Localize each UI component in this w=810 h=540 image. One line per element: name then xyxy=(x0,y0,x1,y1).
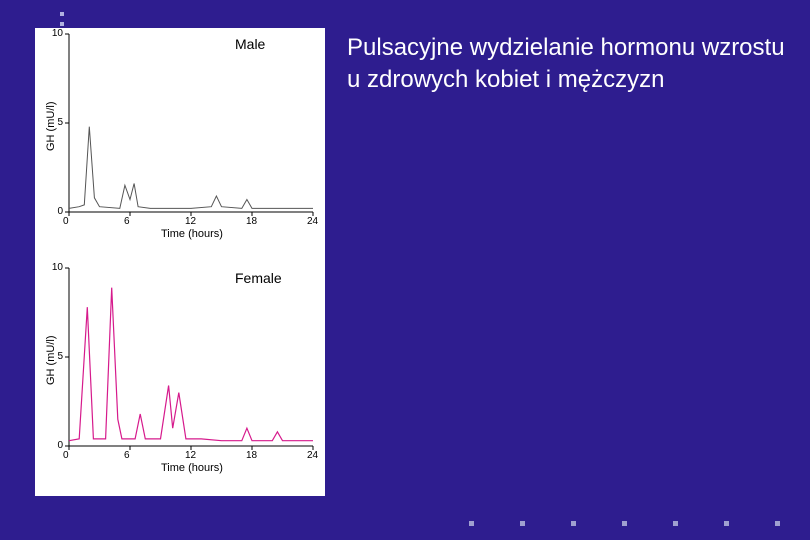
series-line xyxy=(69,288,313,441)
chart-panel-female: 051006121824FemaleGH (mU/l)Time (hours) xyxy=(35,262,325,496)
bullet-dot xyxy=(60,12,64,16)
bullet-square xyxy=(520,521,525,526)
y-axis-label: GH (mU/l) xyxy=(45,102,57,152)
bullet-square xyxy=(622,521,627,526)
bullet-square xyxy=(775,521,780,526)
decor-bullets-bottom xyxy=(469,521,780,526)
chart-panel-male: 051006121824MaleGH (mU/l)Time (hours) xyxy=(35,28,325,262)
bullet-square xyxy=(469,521,474,526)
x-axis-label: Time (hours) xyxy=(161,462,223,474)
bullet-square xyxy=(673,521,678,526)
y-axis-label: GH (mU/l) xyxy=(45,336,57,386)
series-line xyxy=(69,127,313,209)
x-axis-label: Time (hours) xyxy=(161,228,223,240)
bullet-square xyxy=(571,521,576,526)
chart-svg xyxy=(35,28,325,262)
panel-title: Male xyxy=(235,36,265,52)
slide-heading: Pulsacyjne wydzielanie hormonu wzrostu u… xyxy=(347,32,790,97)
bullet-dot xyxy=(60,22,64,26)
panel-title: Female xyxy=(235,270,282,286)
chart-svg xyxy=(35,262,325,496)
chart-figure: 051006121824MaleGH (mU/l)Time (hours)051… xyxy=(35,28,325,496)
bullet-square xyxy=(724,521,729,526)
